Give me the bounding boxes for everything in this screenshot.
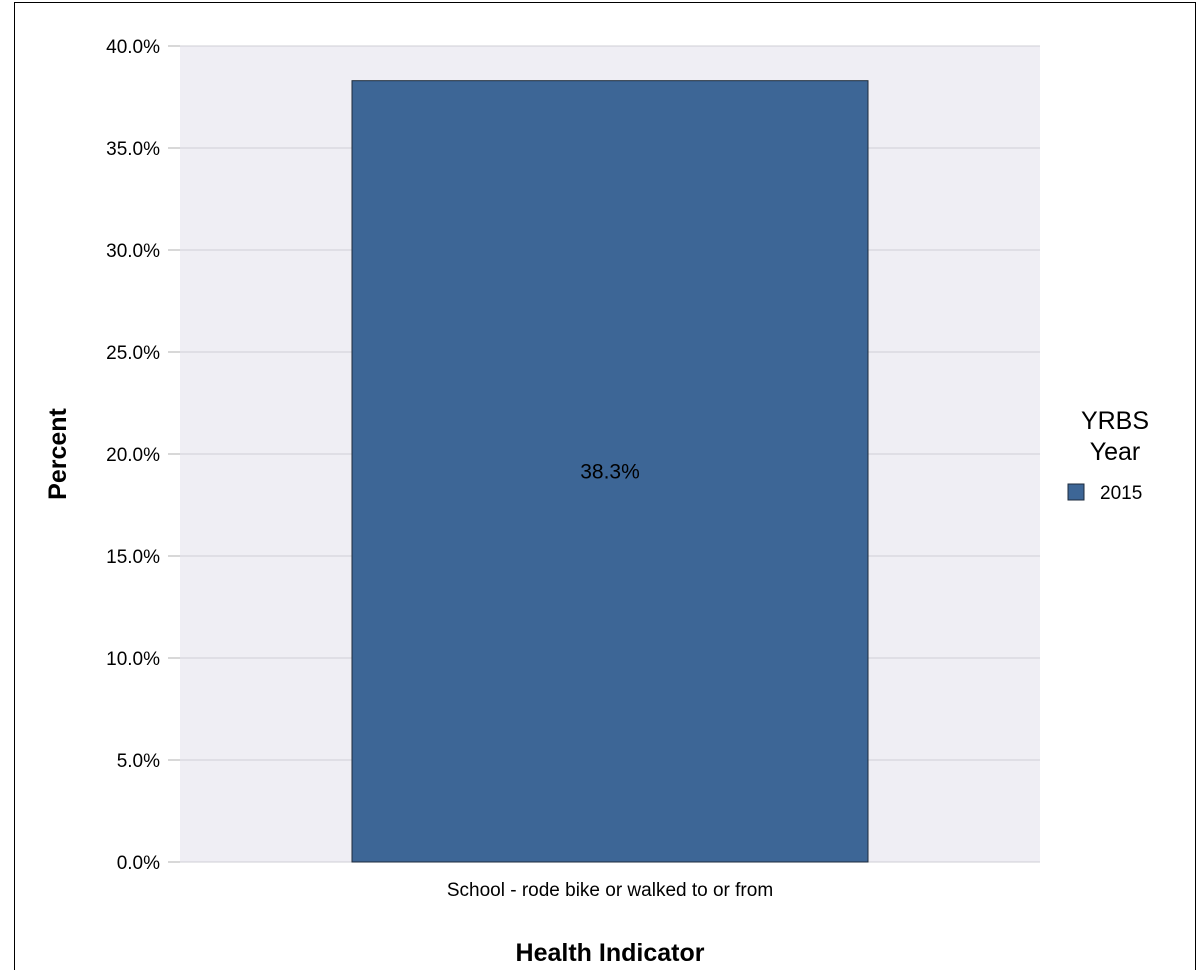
bar xyxy=(351,80,869,863)
y-tick-label: 35.0% xyxy=(106,139,160,160)
y-axis-ticks: 0.0% 5.0% 10.0% 15.0% 20.0% 25.0% 30.0% 35.0% 40… xyxy=(106,37,180,874)
y-tick-label: 40.0% xyxy=(106,37,160,58)
y-axis-title: Percent xyxy=(44,407,72,499)
legend-title-line-1: YRBS xyxy=(1081,407,1149,435)
bar-data-label: 38.3% xyxy=(580,460,640,483)
x-axis-title: Health Indicator xyxy=(516,939,705,967)
legend-title-line-2: Year xyxy=(1090,438,1141,466)
y-tick-label: 5.0% xyxy=(117,751,160,772)
y-tick-label: 15.0% xyxy=(106,547,160,568)
chart-frame xyxy=(14,2,1196,970)
x-axis-ticks: School - rode bike or walked to or from xyxy=(447,880,773,901)
y-tick-label: 30.0% xyxy=(106,241,160,262)
y-tick-label: 10.0% xyxy=(106,649,160,670)
bars: 38.3% xyxy=(351,80,869,863)
y-tick-label: 0.0% xyxy=(117,853,160,874)
legend-swatch-2015 xyxy=(1067,483,1085,501)
y-tick-label: 25.0% xyxy=(106,343,160,364)
x-tick-label: School - rode bike or walked to or from xyxy=(447,880,773,901)
legend-label-2015: 2015 xyxy=(1100,483,1142,504)
legend: YRBS Year 2015 xyxy=(1067,407,1149,504)
y-tick-label: 20.0% xyxy=(106,445,160,466)
